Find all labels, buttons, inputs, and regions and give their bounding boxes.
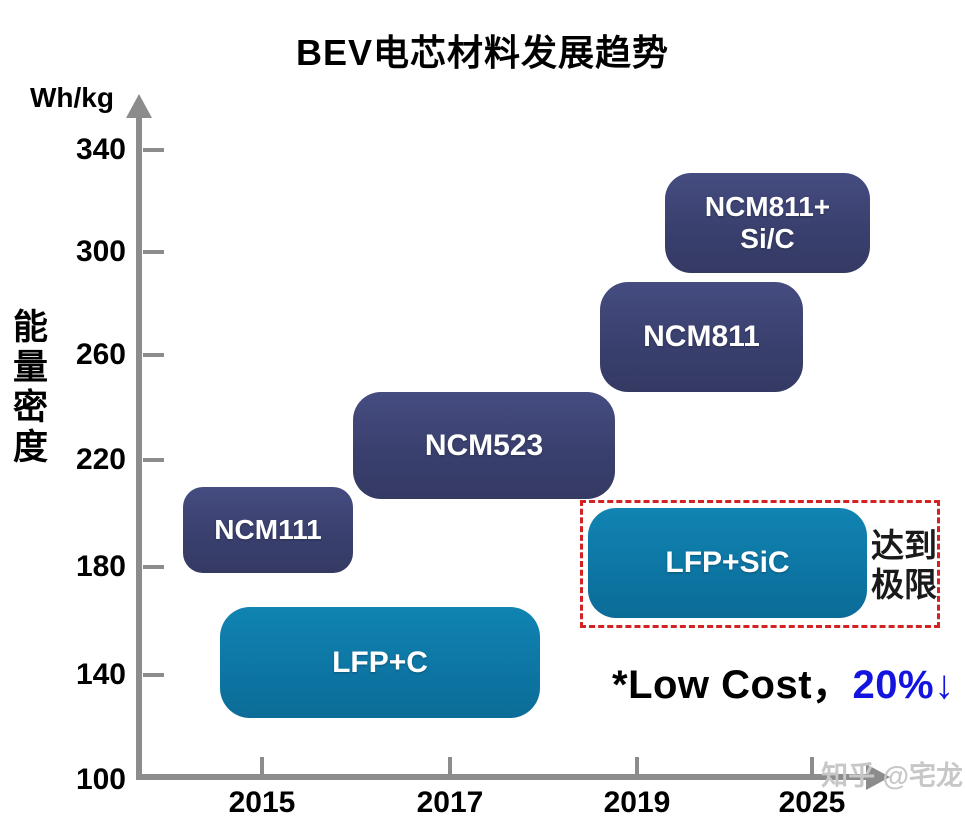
box-ncm811-sic: NCM811+ Si/C — [665, 173, 870, 273]
x-tick-label: 2025 — [778, 786, 846, 819]
y-tick-label: 220 — [75, 443, 126, 476]
x-tick-label: 2019 — [603, 786, 671, 819]
x-tick-label: 2017 — [416, 786, 484, 819]
x-tick-mark — [448, 757, 452, 774]
box-ncm811: NCM811 — [600, 282, 803, 392]
box-ncm523: NCM523 — [353, 392, 615, 499]
x-tick-mark — [635, 757, 639, 774]
limit-annotation: 达到 极限 — [871, 526, 941, 604]
x-axis-line — [136, 774, 870, 780]
y-tick-mark — [143, 148, 164, 152]
limit-dashed-outline — [580, 500, 940, 628]
chart-title: BEV电芯材料发展趋势 — [295, 32, 670, 73]
y-tick-mark — [143, 673, 164, 677]
limit-annotation-line2: 极限 — [871, 566, 937, 603]
y-axis-line — [136, 106, 142, 778]
y-tick-label: 300 — [75, 235, 126, 268]
y-tick-label: 260 — [75, 338, 126, 371]
y-axis-title: 能量密度 — [8, 308, 47, 468]
box-lfp-c: LFP+C — [220, 607, 540, 718]
x-tick-mark — [260, 757, 264, 774]
y-axis-arrow-icon — [126, 94, 152, 118]
y-tick-label: 180 — [75, 550, 126, 583]
box-lfp-sic-label: LFP+SiC — [665, 546, 790, 579]
low-cost-text: *Low Cost — [612, 663, 813, 707]
y-tick-label: 100 — [75, 763, 126, 796]
box-lfp-c-label: LFP+C — [332, 645, 428, 679]
y-tick-label: 140 — [75, 658, 126, 691]
y-tick-label: 340 — [75, 133, 126, 166]
low-cost-value: 20%↓ — [852, 663, 955, 707]
low-cost-separator: ， — [812, 663, 853, 707]
limit-annotation-line1: 达到 — [871, 527, 937, 564]
x-tick-mark — [810, 757, 814, 774]
box-ncm111-label: NCM111 — [214, 514, 322, 545]
y-tick-mark — [143, 565, 164, 569]
y-tick-mark — [143, 250, 164, 254]
box-ncm111: NCM111 — [183, 487, 353, 573]
y-tick-mark — [143, 458, 164, 462]
box-lfp-sic: LFP+SiC — [588, 508, 867, 618]
box-ncm523-label: NCM523 — [424, 428, 544, 462]
watermark: 知乎 @宅龙 — [821, 761, 963, 791]
box-ncm811-sic-label-line1: NCM811+ — [704, 190, 831, 222]
y-tick-mark — [143, 353, 164, 357]
low-cost-annotation: *Low Cost，20%↓ — [612, 652, 955, 710]
box-ncm811-label: NCM811 — [643, 320, 760, 353]
y-axis-unit-label: Wh/kg — [30, 82, 114, 113]
x-tick-label: 2015 — [228, 786, 296, 819]
x-axis-arrow-icon — [866, 764, 890, 790]
box-ncm811-sic-label-line2: Si/C — [740, 223, 795, 254]
